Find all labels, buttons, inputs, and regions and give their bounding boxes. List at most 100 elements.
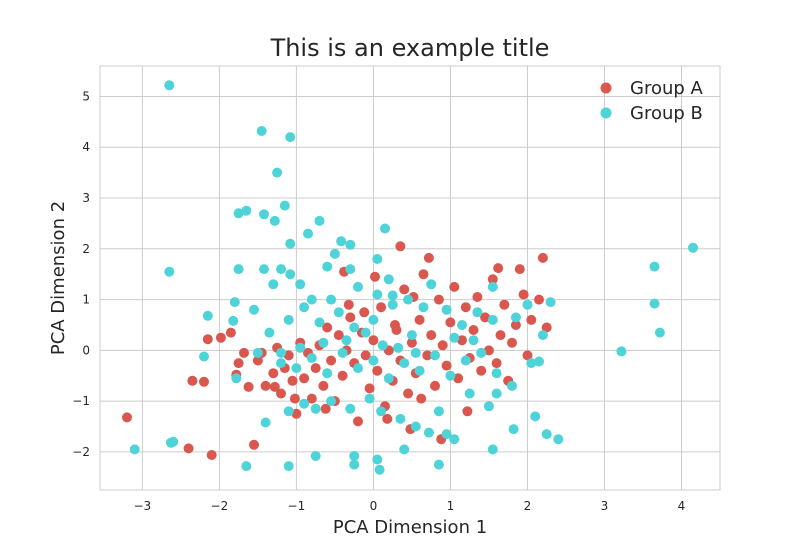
data-point-group-b (387, 299, 398, 310)
grid-lines (100, 66, 720, 490)
y-tick-label: 3 (82, 191, 90, 205)
data-point-group-b (387, 290, 398, 301)
data-point-group-a (343, 299, 354, 310)
data-point-group-a (537, 252, 548, 263)
data-point-group-b (260, 417, 271, 428)
data-point-group-b (377, 340, 388, 351)
x-tick-label: −2 (211, 499, 229, 513)
x-tick-label: −1 (288, 499, 306, 513)
data-point-group-b (353, 281, 363, 292)
data-point-group-a (289, 393, 300, 404)
data-point-group-b (276, 358, 286, 369)
x-tick-label: 4 (678, 499, 686, 513)
data-point-group-b (299, 302, 310, 313)
data-point-group-b (345, 239, 356, 250)
legend-marker-group-a (600, 82, 612, 94)
data-point-group-b (279, 200, 290, 211)
x-tick-label: 0 (370, 499, 378, 513)
data-point-group-a (345, 312, 356, 323)
data-point-group-a (395, 241, 406, 252)
x-axis-label: PCA Dimension 1 (333, 517, 487, 538)
data-point-group-b (410, 421, 421, 432)
data-point-group-a (310, 363, 321, 374)
data-point-group-a (252, 355, 263, 366)
data-point-group-b (368, 314, 379, 325)
data-point-group-a (430, 380, 440, 391)
data-point-group-b (464, 388, 475, 399)
data-point-group-a (233, 358, 244, 369)
data-point-group-a (406, 337, 417, 348)
data-point-group-a (249, 439, 259, 450)
data-point-group-b (491, 388, 502, 399)
data-point-group-a (269, 381, 280, 392)
data-point-group-b (256, 126, 267, 136)
data-point-group-b (345, 403, 356, 414)
data-point-group-b (299, 398, 310, 409)
data-point-group-a (499, 299, 510, 310)
data-point-group-a (199, 376, 209, 387)
data-point-group-b (202, 310, 213, 321)
data-point-group-a (291, 408, 302, 419)
data-point-group-a (403, 388, 414, 399)
data-point-group-a (449, 281, 460, 292)
data-point-group-b (441, 429, 452, 440)
data-point-group-b (269, 215, 280, 226)
data-point-group-b (380, 223, 390, 234)
data-point-group-b (164, 266, 175, 277)
data-point-group-b (553, 434, 564, 445)
data-point-group-a (507, 337, 517, 348)
data-point-group-a (414, 314, 425, 325)
data-point-group-b (426, 279, 437, 290)
data-point-group-a (518, 289, 529, 300)
x-tick-label: 1 (447, 499, 455, 513)
data-point-group-b (164, 80, 175, 91)
data-point-group-a (480, 312, 491, 323)
data-point-group-a (426, 330, 437, 341)
y-tick-label: −2 (72, 445, 90, 459)
data-point-group-b (541, 429, 552, 440)
data-point-group-a (433, 294, 444, 305)
data-point-group-b (410, 347, 421, 358)
data-point-group-a (522, 350, 533, 361)
data-point-group-a (260, 380, 271, 391)
data-point-group-b (285, 238, 296, 249)
data-point-group-b (537, 330, 548, 341)
data-point-group-b (530, 411, 541, 422)
data-point-group-b (393, 342, 404, 353)
data-point-group-a (322, 322, 333, 333)
data-point-group-a (225, 327, 236, 338)
data-point-group-b (374, 464, 385, 475)
data-point-group-a (276, 388, 286, 399)
data-point-group-a (320, 403, 331, 414)
data-point-group-b (336, 236, 347, 247)
data-point-group-b (314, 317, 325, 328)
y-tick-label: 5 (82, 89, 90, 103)
data-point-group-a (368, 335, 379, 346)
data-point-group-b (383, 274, 394, 285)
data-point-group-b (259, 209, 269, 220)
data-point-group-b (306, 294, 317, 305)
data-point-group-b (491, 368, 502, 379)
data-point-group-b (252, 347, 263, 358)
data-point-group-a (493, 263, 504, 274)
data-point-group-b (487, 281, 498, 292)
data-point-group-b (423, 427, 434, 438)
data-point-group-a (476, 365, 487, 376)
data-point-group-b (414, 365, 425, 376)
data-point-group-b (349, 451, 360, 461)
data-point-group-b (199, 351, 209, 362)
plot-area (99, 65, 721, 491)
data-point-group-b (360, 327, 371, 338)
data-point-group-b (259, 264, 269, 275)
data-point-group-b (285, 132, 296, 143)
data-point-group-b (406, 330, 417, 341)
data-point-group-a (390, 320, 400, 330)
data-point-group-b (353, 363, 363, 374)
data-point-group-b (283, 406, 294, 417)
data-point-group-b (368, 355, 379, 366)
data-point-group-b (233, 264, 244, 275)
legend-label-group-a: Group A (630, 78, 704, 99)
data-point-group-b (249, 304, 259, 315)
data-point-group-b (349, 322, 360, 333)
data-point-group-b (487, 314, 498, 325)
